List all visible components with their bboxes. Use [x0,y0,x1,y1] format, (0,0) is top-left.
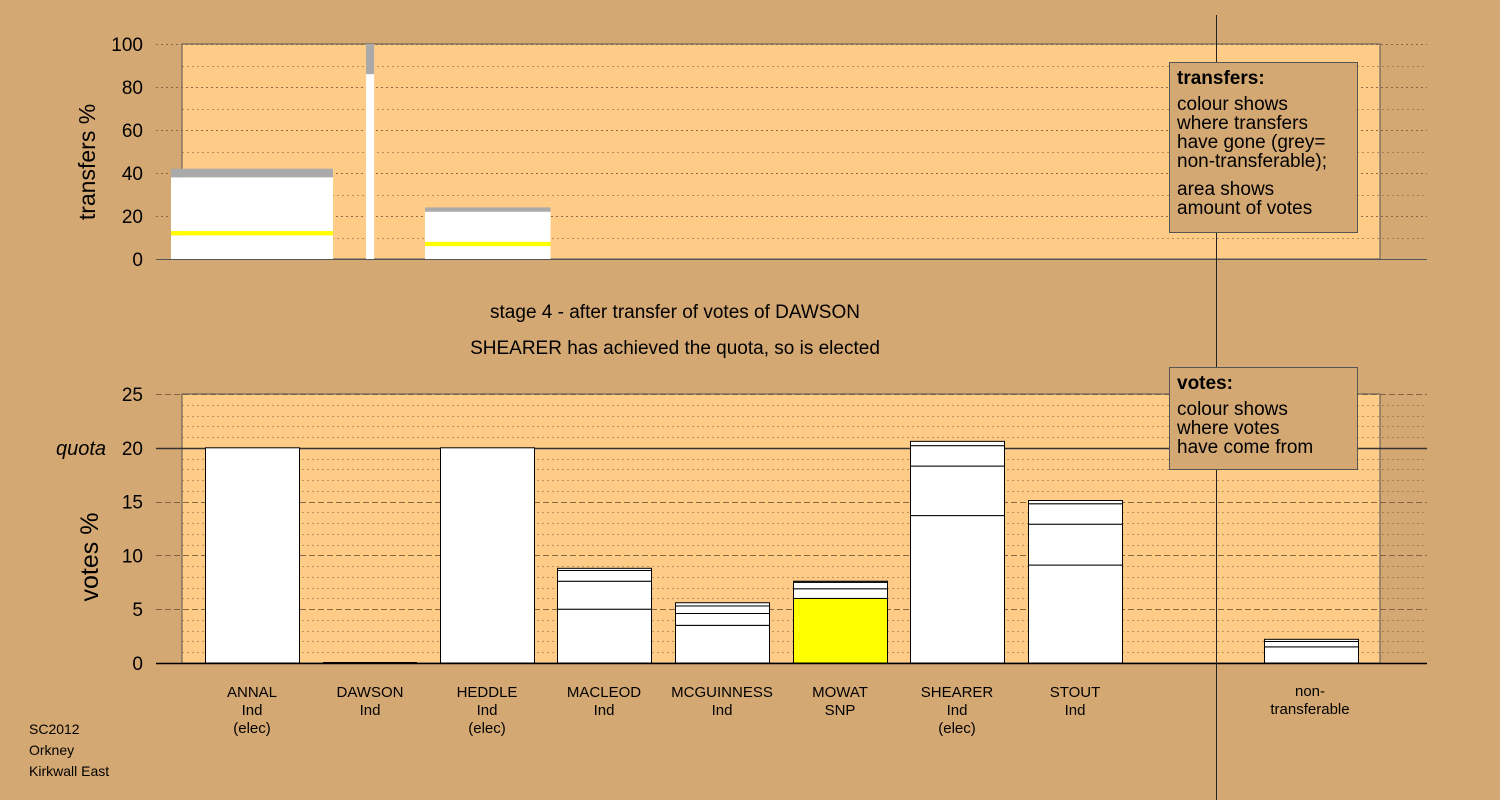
vote-bar-segment [1028,564,1123,664]
transfers-legend-line: area shows [1177,179,1275,200]
transfers-legend-line: colour shows [1177,94,1288,115]
vote-bar-segment [557,608,652,664]
vote-bar-segment [440,447,535,664]
transfers-bar-segment [171,177,333,232]
transfers-legend-title: transfers: [1177,68,1265,89]
votes-legend-line: have come from [1177,437,1314,458]
vote-bar-segment [675,602,770,607]
vote-bar-segment [557,580,652,610]
footer-election: SC2012 [29,721,80,737]
vote-bar-segment [1028,523,1123,566]
candidate-status-label: (elec) [938,720,976,737]
nontransferable-label: non- [1295,683,1325,700]
transfers-legend-line: non-transferable); [1177,151,1327,172]
vote-bar-segment [793,580,888,583]
footer-council: Orkney [29,742,75,758]
transfers-y-tick-label: 80 [122,78,143,99]
vote-bar-segment [910,465,1005,517]
transfers-bar-segment [366,44,375,75]
candidate-party-label: Ind [712,702,733,719]
votes-y-tick-label: 0 [132,654,143,675]
stage-caption: stage 4 - after transfer of votes of DAW… [490,302,860,323]
vote-bar-segment [910,445,1005,467]
vote-bar-segment [557,569,652,582]
candidate-name-label: MACLEOD [567,684,641,701]
vote-bar-segment [675,624,770,664]
votes-y-tick-label: 15 [122,493,143,514]
vote-bar-segment [910,440,1005,447]
transfers-bar-segment [171,231,333,236]
candidate-status-label: (elec) [233,720,271,737]
candidate-name-label: MOWAT [812,684,868,701]
vote-bar-segment [910,515,1005,664]
transfers-legend-line: have gone (grey= [1177,132,1326,153]
transfers-y-tick-label: 20 [122,207,143,228]
votes-legend-title: votes: [1177,373,1233,394]
vote-bar-segment [1028,500,1123,505]
transfers-bar-segment [171,168,333,178]
vote-bar-segment [793,597,888,664]
nontransferable-bar-segment [1264,638,1359,642]
candidate-status-label: (elec) [468,720,506,737]
transfers-y-tick-label: 60 [122,121,143,142]
transfers-bar-segment [366,74,375,259]
votes-legend-line: colour shows [1177,399,1288,420]
transfers-legend: transfers: colour shows where transfers … [1169,62,1358,233]
transfers-y-tick-label: 100 [111,35,143,56]
footer-ward: Kirkwall East [29,763,110,779]
nontransferable-bar-segment [1264,640,1359,648]
candidate-party-label: Ind [477,702,498,719]
vote-bar-segment [793,581,888,590]
transfers-bar-segment [425,246,551,259]
vote-bar-segment [675,605,770,615]
candidate-party-label: Ind [947,702,968,719]
candidate-name-label: ANNAL [227,684,277,701]
candidate-name-label: STOUT [1050,684,1101,701]
transfers-bar-segment [425,241,551,247]
transfers-legend-line: amount of votes [1177,198,1313,219]
nontransferable-label: transferable [1270,701,1349,718]
candidate-name-label: SHEARER [921,684,994,701]
votes-legend: votes: colour shows where votes have com… [1169,367,1358,470]
votes-y-tick-label: 5 [132,600,143,621]
vote-bar-segment [675,613,770,626]
votes-axis-title: votes % [76,513,104,602]
votes-y-tick-label: 10 [122,546,143,567]
transfers-y-tick-label: 0 [132,250,143,271]
vote-bar-segment [557,567,652,571]
vote-bar-segment [205,447,300,664]
footer: SC2012 Orkney Kirkwall East [29,719,109,782]
transfers-y-tick-label: 40 [122,164,143,185]
nontransferable-bar-segment [1264,646,1359,664]
candidate-party-label: SNP [825,702,856,719]
candidate-name-label: MCGUINNESS [671,684,773,701]
transfers-axis-title: transfers % [74,104,100,220]
candidate-party-label: Ind [594,702,615,719]
votes-y-tick-label: 20 [122,439,143,460]
candidate-name-label: HEDDLE [457,684,518,701]
elected-caption: SHEARER has achieved the quota, so is el… [470,338,880,359]
vote-bar-segment [793,588,888,599]
votes-legend-line: where votes [1177,418,1280,439]
candidate-name-label: DAWSON [337,684,404,701]
transfers-bar-segment [425,207,551,212]
transfers-bar-segment [171,235,333,259]
transfers-bar-segment [425,211,551,242]
transfers-legend-line: where transfers [1177,113,1308,134]
vote-bar-segment [1028,503,1123,525]
quota-label: quota [56,438,106,460]
candidate-party-label: Ind [360,702,381,719]
candidate-party-label: Ind [242,702,263,719]
votes-y-tick-label: 25 [122,385,143,406]
candidate-party-label: Ind [1065,702,1086,719]
